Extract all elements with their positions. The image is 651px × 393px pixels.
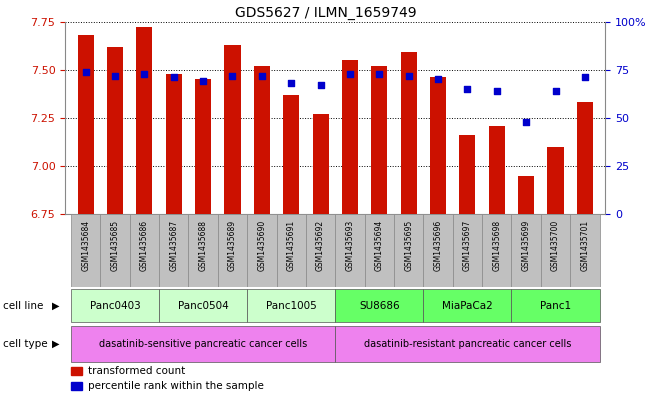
Text: GSM1435701: GSM1435701 [581,220,589,271]
Text: Panc1: Panc1 [540,301,571,310]
Bar [247,289,335,322]
Text: GSM1435694: GSM1435694 [375,220,384,271]
Text: transformed count: transformed count [88,366,185,376]
Bar [247,214,277,287]
Text: GSM1435697: GSM1435697 [463,220,472,271]
Bar [100,214,130,287]
Text: GSM1435685: GSM1435685 [111,220,120,271]
Bar [371,66,387,214]
Point [315,82,326,88]
Bar [165,73,182,214]
Bar [71,214,100,287]
Text: GSM1435695: GSM1435695 [404,220,413,271]
Text: percentile rank within the sample: percentile rank within the sample [88,381,264,391]
Bar [400,52,417,214]
Bar [577,103,593,214]
Bar [335,326,600,362]
Bar [482,214,512,287]
Point [345,70,355,77]
Point [169,74,179,81]
Point [462,86,473,92]
Bar [489,126,505,214]
Point [550,88,561,94]
Bar [195,79,211,214]
Bar [394,214,423,287]
Point [521,119,531,125]
Point [198,78,208,84]
Bar [547,147,564,214]
Text: GSM1435686: GSM1435686 [140,220,149,271]
Point [227,72,238,79]
Text: GSM1435700: GSM1435700 [551,220,560,271]
Bar [335,214,365,287]
Bar [71,326,335,362]
Text: Panc0504: Panc0504 [178,301,229,310]
Bar [306,214,335,287]
Bar [70,367,83,375]
Point [81,68,91,75]
Bar [254,66,270,214]
Text: GSM1435690: GSM1435690 [257,220,266,271]
Point [404,72,414,79]
Bar [460,135,475,214]
Bar [452,214,482,287]
Text: Panc1005: Panc1005 [266,301,316,310]
Bar [423,214,452,287]
Text: GDS5627 / ILMN_1659749: GDS5627 / ILMN_1659749 [235,6,416,20]
Bar [512,214,541,287]
Point [256,72,267,79]
Text: GSM1435689: GSM1435689 [228,220,237,271]
Bar [541,214,570,287]
Text: GSM1435699: GSM1435699 [521,220,531,271]
Text: cell type: cell type [3,339,48,349]
Bar [365,214,394,287]
Bar [70,382,83,390]
Bar [423,289,512,322]
Point [110,72,120,79]
Text: cell line: cell line [3,301,44,310]
Point [139,70,150,77]
Bar [159,289,247,322]
Text: GSM1435688: GSM1435688 [199,220,208,271]
Bar [570,214,600,287]
Text: dasatinib-resistant pancreatic cancer cells: dasatinib-resistant pancreatic cancer ce… [364,339,571,349]
Bar [77,35,94,214]
Text: GSM1435698: GSM1435698 [492,220,501,271]
Bar [342,60,358,214]
Text: Panc0403: Panc0403 [90,301,141,310]
Text: SU8686: SU8686 [359,301,400,310]
Text: GSM1435687: GSM1435687 [169,220,178,271]
Bar [188,214,218,287]
Bar [136,28,152,214]
Bar [283,95,299,214]
Text: dasatinib-sensitive pancreatic cancer cells: dasatinib-sensitive pancreatic cancer ce… [99,339,307,349]
Bar [512,289,600,322]
Bar [225,45,241,214]
Bar [218,214,247,287]
Point [374,70,385,77]
Point [492,88,502,94]
Bar [335,289,423,322]
Text: GSM1435691: GSM1435691 [286,220,296,271]
Bar [107,47,123,214]
Text: GSM1435684: GSM1435684 [81,220,90,271]
Point [286,80,296,86]
Text: MiaPaCa2: MiaPaCa2 [442,301,493,310]
Text: ▶: ▶ [52,301,60,310]
Bar [430,77,446,214]
Text: ▶: ▶ [52,339,60,349]
Bar [71,289,159,322]
Bar [312,114,329,214]
Point [579,74,590,81]
Point [433,76,443,83]
Text: GSM1435696: GSM1435696 [434,220,443,271]
Bar [159,214,188,287]
Text: GSM1435693: GSM1435693 [346,220,354,271]
Text: GSM1435692: GSM1435692 [316,220,325,271]
Bar [130,214,159,287]
Bar [518,176,534,214]
Bar [277,214,306,287]
